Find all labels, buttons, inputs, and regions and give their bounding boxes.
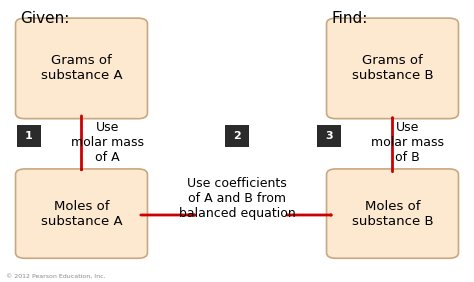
FancyBboxPatch shape: [17, 125, 40, 147]
FancyBboxPatch shape: [225, 125, 249, 147]
Text: 1: 1: [25, 131, 33, 141]
Text: Find:: Find:: [331, 11, 368, 26]
Text: 2: 2: [233, 131, 241, 141]
Text: Use
molar mass
of A: Use molar mass of A: [71, 121, 144, 164]
FancyBboxPatch shape: [16, 169, 147, 258]
Text: Given:: Given:: [20, 11, 70, 26]
FancyBboxPatch shape: [327, 169, 458, 258]
Text: Grams of
substance A: Grams of substance A: [41, 54, 122, 82]
Text: Moles of
substance B: Moles of substance B: [352, 200, 433, 228]
Text: Grams of
substance B: Grams of substance B: [352, 54, 433, 82]
FancyBboxPatch shape: [317, 125, 341, 147]
Text: Use coefficients
of A and B from
balanced equation: Use coefficients of A and B from balance…: [179, 177, 295, 220]
Text: 3: 3: [325, 131, 333, 141]
Text: Moles of
substance A: Moles of substance A: [41, 200, 122, 228]
FancyBboxPatch shape: [16, 18, 147, 119]
FancyBboxPatch shape: [327, 18, 458, 119]
Text: © 2012 Pearson Education, Inc.: © 2012 Pearson Education, Inc.: [6, 274, 106, 279]
Text: Use
molar mass
of B: Use molar mass of B: [371, 121, 444, 164]
